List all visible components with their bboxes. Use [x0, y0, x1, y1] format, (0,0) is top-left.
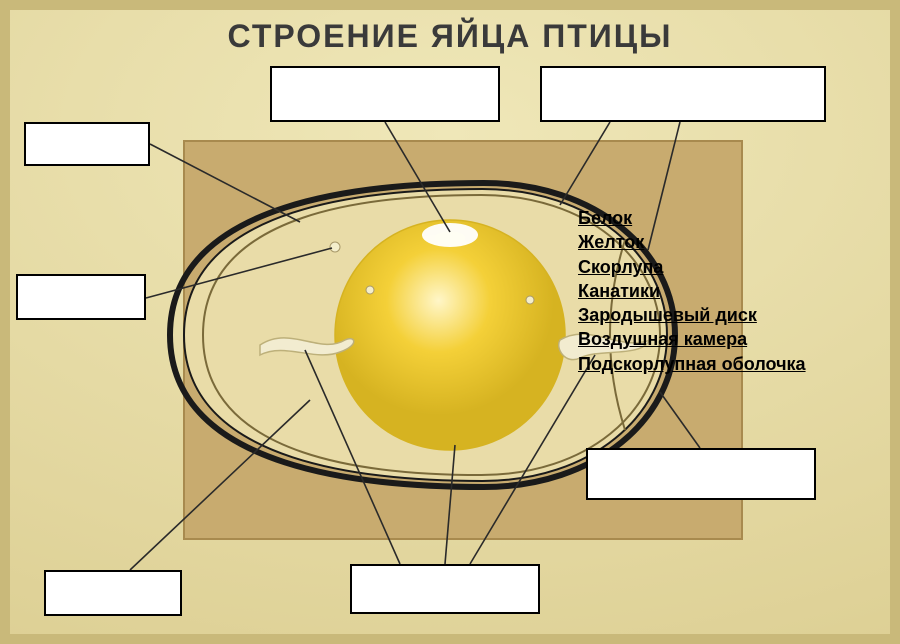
label-box[interactable]	[350, 564, 540, 614]
label-box[interactable]	[270, 66, 500, 122]
page-title: СТРОЕНИЕ ЯЙЦА ПТИЦЫ	[0, 18, 900, 55]
word-bank-item: Скорлупа	[578, 255, 806, 279]
label-box[interactable]	[16, 274, 146, 320]
label-box[interactable]	[24, 122, 150, 166]
word-bank-item: Белок	[578, 206, 806, 230]
word-bank-item: Зародышевый диск	[578, 303, 806, 327]
word-bank-item: Воздушная камера	[578, 327, 806, 351]
word-bank-item: Канатики	[578, 279, 806, 303]
label-box[interactable]	[540, 66, 826, 122]
label-box[interactable]	[44, 570, 182, 616]
word-bank-item: Подскорлупная оболочка	[578, 352, 806, 376]
label-box[interactable]	[586, 448, 816, 500]
word-bank: БелокЖелтокСкорлупаКанатикиЗародышевый д…	[578, 206, 806, 376]
word-bank-item: Желток	[578, 230, 806, 254]
